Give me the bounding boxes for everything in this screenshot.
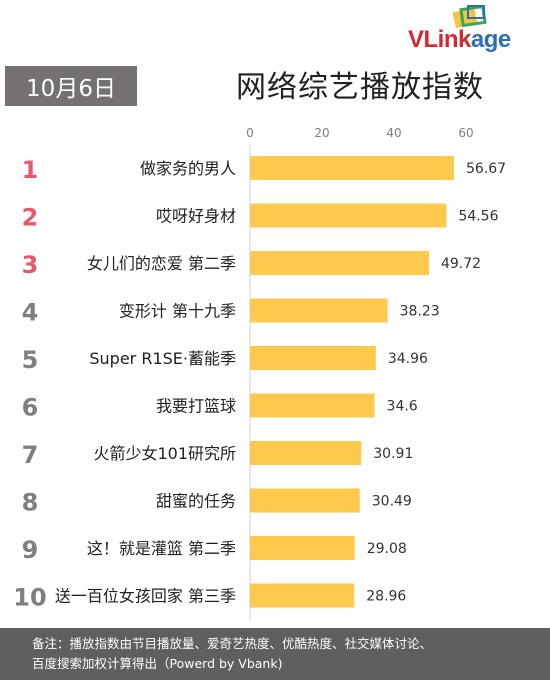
- category-label-9: 这！就是灌篮 第二季: [87, 539, 236, 558]
- footer-note: 备注：播放指数由节目播放量、爱奇艺热度、优酷热度、社交媒体讨论、 百度搜索加权计…: [0, 628, 550, 680]
- footer-line-2: 百度搜索加权计算得出（Powerd by Vbank): [32, 656, 283, 671]
- bar-10: [250, 583, 355, 608]
- bar-3: [250, 251, 429, 275]
- value-label-9: 29.08: [367, 541, 407, 557]
- rank-number-8: 8: [22, 489, 39, 517]
- date-badge: 10月6日: [5, 66, 137, 106]
- rank-number-6: 6: [22, 394, 39, 422]
- bar-4: [250, 298, 388, 323]
- footer-line-1: 备注：播放指数由节目播放量、爱奇艺热度、优酷热度、社交媒体讨论、: [32, 636, 433, 651]
- bar-chart: 0 20 40 60 1 做家务的男人 56.67 2 哎呀好身材 54.56 3 女儿们的恋爱 第二…: [13, 126, 506, 621]
- value-label-7: 30.91: [373, 446, 413, 462]
- bar-8: [250, 488, 360, 513]
- category-label-1: 做家务的男人: [140, 159, 236, 178]
- rank-number-4: 4: [22, 299, 39, 327]
- category-label-7: 火箭少女101研究所: [93, 444, 236, 463]
- rank-number-7: 7: [22, 441, 39, 469]
- category-label-5: Super R1SE·蓄能季: [89, 349, 236, 368]
- bar-5: [250, 346, 376, 370]
- bar-6: [250, 393, 375, 418]
- logo-text-age: age: [470, 26, 511, 53]
- value-label-6: 34.6: [387, 399, 418, 415]
- chart-title: 网络综艺播放指数: [236, 70, 484, 105]
- value-label-4: 38.23: [400, 304, 440, 320]
- x-tick-label-3: 60: [458, 126, 473, 140]
- logo-text-vlink: VLink: [408, 26, 471, 53]
- bar-2: [250, 203, 447, 228]
- value-label-10: 28.96: [366, 589, 406, 605]
- rank-number-9: 9: [22, 536, 39, 564]
- vlinkage-logo: VLinkage: [408, 4, 538, 53]
- bar-9: [250, 536, 355, 560]
- bar-7: [250, 441, 362, 465]
- x-tick-label-0: 0: [246, 126, 254, 140]
- category-label-3: 女儿们的恋爱 第二季: [87, 254, 236, 273]
- rank-number-3: 3: [22, 251, 39, 279]
- rank-number-5: 5: [22, 346, 39, 374]
- logo-emblem-icon: [452, 4, 487, 29]
- value-label-1: 56.67: [466, 161, 506, 177]
- value-label-3: 49.72: [441, 256, 481, 272]
- rank-number-1: 1: [22, 156, 39, 184]
- category-label-4: 变形计 第十九季: [119, 302, 236, 321]
- category-label-8: 甜蜜的任务: [156, 492, 236, 511]
- bar-1: [250, 156, 455, 180]
- value-label-8: 30.49: [372, 494, 412, 510]
- value-label-5: 34.96: [388, 351, 428, 367]
- category-label-2: 哎呀好身材: [156, 207, 236, 226]
- rank-number-2: 2: [22, 204, 39, 232]
- x-tick-label-1: 20: [314, 126, 329, 140]
- category-label-10: 送一百位女孩回家 第三季: [55, 587, 236, 606]
- value-label-2: 54.56: [458, 209, 498, 225]
- rank-number-10: 10: [13, 584, 46, 612]
- x-tick-label-2: 40: [386, 126, 401, 140]
- category-label-6: 我要打篮球: [156, 397, 236, 416]
